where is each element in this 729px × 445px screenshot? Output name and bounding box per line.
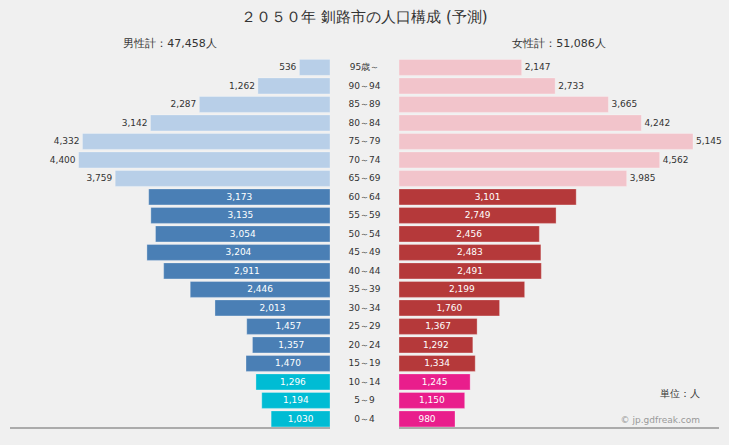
svg-text:2,287: 2,287	[171, 99, 197, 109]
svg-text:1,334: 1,334	[424, 358, 450, 368]
svg-text:2,013: 2,013	[260, 303, 286, 313]
svg-text:2,911: 2,911	[234, 266, 260, 276]
svg-text:1,194: 1,194	[283, 395, 309, 405]
svg-text:80～84: 80～84	[349, 118, 381, 128]
svg-text:3,135: 3,135	[228, 210, 254, 220]
svg-text:15～19: 15～19	[349, 358, 381, 368]
svg-text:1,296: 1,296	[280, 377, 306, 387]
svg-text:45～49: 45～49	[349, 247, 381, 257]
svg-text:3,173: 3,173	[226, 192, 252, 202]
svg-text:2,483: 2,483	[457, 247, 483, 257]
svg-text:25～29: 25～29	[349, 321, 381, 331]
svg-text:3,101: 3,101	[475, 192, 501, 202]
svg-text:75～79: 75～79	[349, 136, 381, 146]
svg-text:3,759: 3,759	[86, 173, 112, 183]
svg-text:40～44: 40～44	[349, 266, 381, 276]
svg-text:3,985: 3,985	[630, 173, 656, 183]
svg-text:10～14: 10～14	[349, 377, 381, 387]
svg-text:30～34: 30～34	[349, 303, 381, 313]
svg-text:1,245: 1,245	[422, 377, 448, 387]
svg-text:2,446: 2,446	[247, 284, 273, 294]
html-text:２０５０年 釧路市の人口構成 (予測): ２０５０年 釧路市の人口構成 (予測)	[241, 8, 488, 26]
svg-text:3,204: 3,204	[226, 247, 252, 257]
html-text:男性計：47,458人: 男性計：47,458人	[123, 37, 217, 50]
svg-text:1,457: 1,457	[275, 321, 301, 331]
svg-text:5,145: 5,145	[696, 136, 721, 146]
svg-text:4,332: 4,332	[54, 136, 80, 146]
svg-text:4,400: 4,400	[50, 155, 76, 165]
svg-text:536: 536	[279, 62, 296, 72]
svg-text:980: 980	[418, 414, 435, 424]
svg-text:2,733: 2,733	[558, 81, 584, 91]
svg-text:1,262: 1,262	[229, 81, 255, 91]
svg-text:1,150: 1,150	[419, 395, 445, 405]
svg-text:4,242: 4,242	[644, 118, 670, 128]
svg-text:1,760: 1,760	[436, 303, 462, 313]
svg-text:1,030: 1,030	[288, 414, 314, 424]
svg-text:2,199: 2,199	[449, 284, 475, 294]
svg-text:1,357: 1,357	[278, 340, 304, 350]
svg-text:1,292: 1,292	[423, 340, 449, 350]
svg-text:2,749: 2,749	[465, 210, 491, 220]
svg-text:4,562: 4,562	[663, 155, 689, 165]
svg-text:60～64: 60～64	[349, 192, 381, 202]
svg-text:2,491: 2,491	[457, 266, 483, 276]
svg-text:55～59: 55～59	[349, 210, 381, 220]
html-text:単位：人: 単位：人	[660, 388, 700, 399]
svg-text:0～4: 0～4	[354, 414, 375, 424]
svg-text:95歳～: 95歳～	[350, 62, 379, 72]
svg-text:70～74: 70～74	[349, 155, 381, 165]
svg-text:3,142: 3,142	[122, 118, 148, 128]
html-text:© jp.gdfreak.com: © jp.gdfreak.com	[620, 415, 700, 425]
svg-text:20～24: 20～24	[349, 340, 381, 350]
svg-text:1,367: 1,367	[425, 321, 451, 331]
svg-text:5～9: 5～9	[354, 395, 375, 405]
svg-text:65～69: 65～69	[349, 173, 381, 183]
svg-text:35～39: 35～39	[349, 284, 381, 294]
svg-text:85～89: 85～89	[349, 99, 381, 109]
html-text:女性計：51,086人: 女性計：51,086人	[512, 37, 606, 50]
svg-text:3,054: 3,054	[230, 229, 256, 239]
svg-text:50～54: 50～54	[349, 229, 381, 239]
svg-text:1,470: 1,470	[275, 358, 301, 368]
svg-text:2,147: 2,147	[525, 62, 551, 72]
svg-text:2,456: 2,456	[456, 229, 482, 239]
svg-text:90～94: 90～94	[349, 81, 381, 91]
svg-text:3,665: 3,665	[611, 99, 637, 109]
